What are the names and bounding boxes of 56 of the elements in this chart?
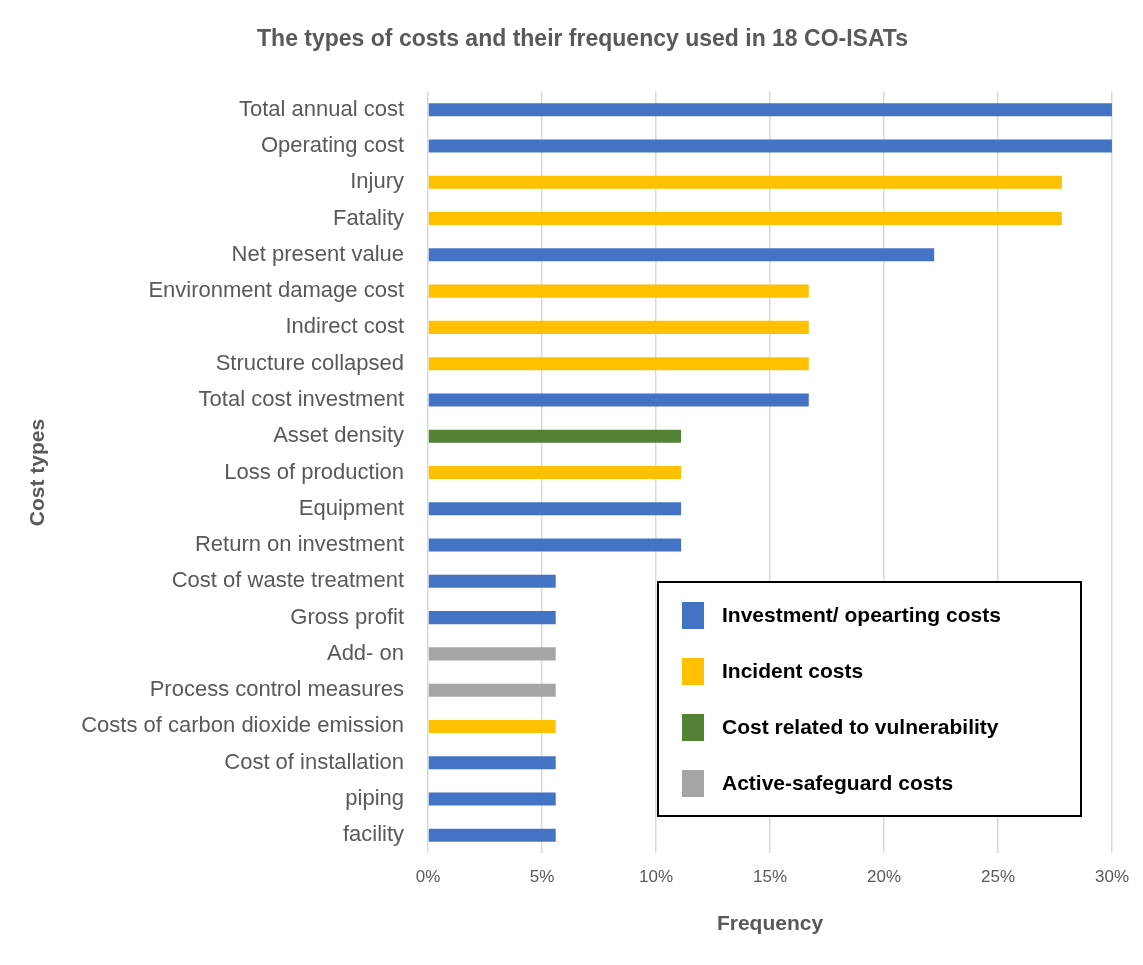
bar xyxy=(428,139,1112,153)
y-tick-label: Cost of installation xyxy=(224,748,405,774)
bar xyxy=(428,502,682,516)
x-tick-label: 25% xyxy=(980,867,1016,887)
bar xyxy=(428,429,682,443)
y-axis-title: Cost types xyxy=(25,418,49,527)
y-tick-label: Cost of waste treatment xyxy=(171,567,405,593)
bar xyxy=(428,538,682,552)
y-tick-label: Total cost investment xyxy=(198,386,405,412)
x-tick-label: 10% xyxy=(639,867,674,887)
bar xyxy=(428,828,556,842)
bar xyxy=(428,284,809,298)
x-axis-title: Frequency xyxy=(716,911,824,935)
legend-label: Active-safeguard costs xyxy=(721,771,954,796)
bar xyxy=(428,683,556,697)
x-tick-label: 15% xyxy=(752,867,788,887)
y-tick-label: Indirect cost xyxy=(285,313,405,339)
bar xyxy=(428,357,809,371)
x-tick-label: 5% xyxy=(529,867,555,887)
y-tick-label: Gross profit xyxy=(290,603,405,629)
y-tick-label: Process control measures xyxy=(149,676,405,702)
y-tick-label: Structure collapsed xyxy=(215,349,405,375)
y-tick-label: Add- on xyxy=(326,639,405,665)
chart-title: The types of costs and their frequency used in 18 CO-ISATs xyxy=(257,25,908,52)
bar xyxy=(428,393,809,407)
bar xyxy=(428,212,1062,226)
bar xyxy=(428,248,935,262)
x-tick-label: 20% xyxy=(866,867,902,887)
bar xyxy=(428,175,1062,189)
legend-label: Investment/ opearting costs xyxy=(721,603,1001,628)
y-tick-label: Loss of production xyxy=(224,458,405,484)
bar xyxy=(428,465,682,480)
bar xyxy=(428,103,1112,117)
y-tick-label: Costs of carbon dioxide emission xyxy=(81,712,405,738)
bar xyxy=(428,647,556,661)
y-tick-label: piping xyxy=(345,785,405,811)
y-tick-label: Equipment xyxy=(298,494,405,520)
y-tick-label: Return on investment xyxy=(194,531,405,557)
bar xyxy=(428,611,556,625)
y-tick-label: facility xyxy=(342,821,405,847)
y-tick-label: Injury xyxy=(350,168,405,194)
x-tick-label: 30% xyxy=(1094,867,1129,887)
y-tick-label: Environment damage cost xyxy=(148,277,405,303)
y-tick-label: Operating cost xyxy=(260,132,405,158)
legend-label: Cost related to vulnerability xyxy=(721,715,999,740)
bar xyxy=(428,719,556,733)
bar xyxy=(428,574,556,588)
y-tick-label: Fatality xyxy=(333,204,405,230)
bar xyxy=(428,320,809,334)
bar xyxy=(428,756,556,770)
x-tick-label: 0% xyxy=(415,867,441,887)
y-tick-label: Total annual cost xyxy=(238,95,405,121)
y-tick-label: Net present value xyxy=(231,240,405,266)
legend-label: Incident costs xyxy=(721,659,864,684)
bar xyxy=(428,792,556,806)
y-tick-label: Asset density xyxy=(273,422,405,448)
